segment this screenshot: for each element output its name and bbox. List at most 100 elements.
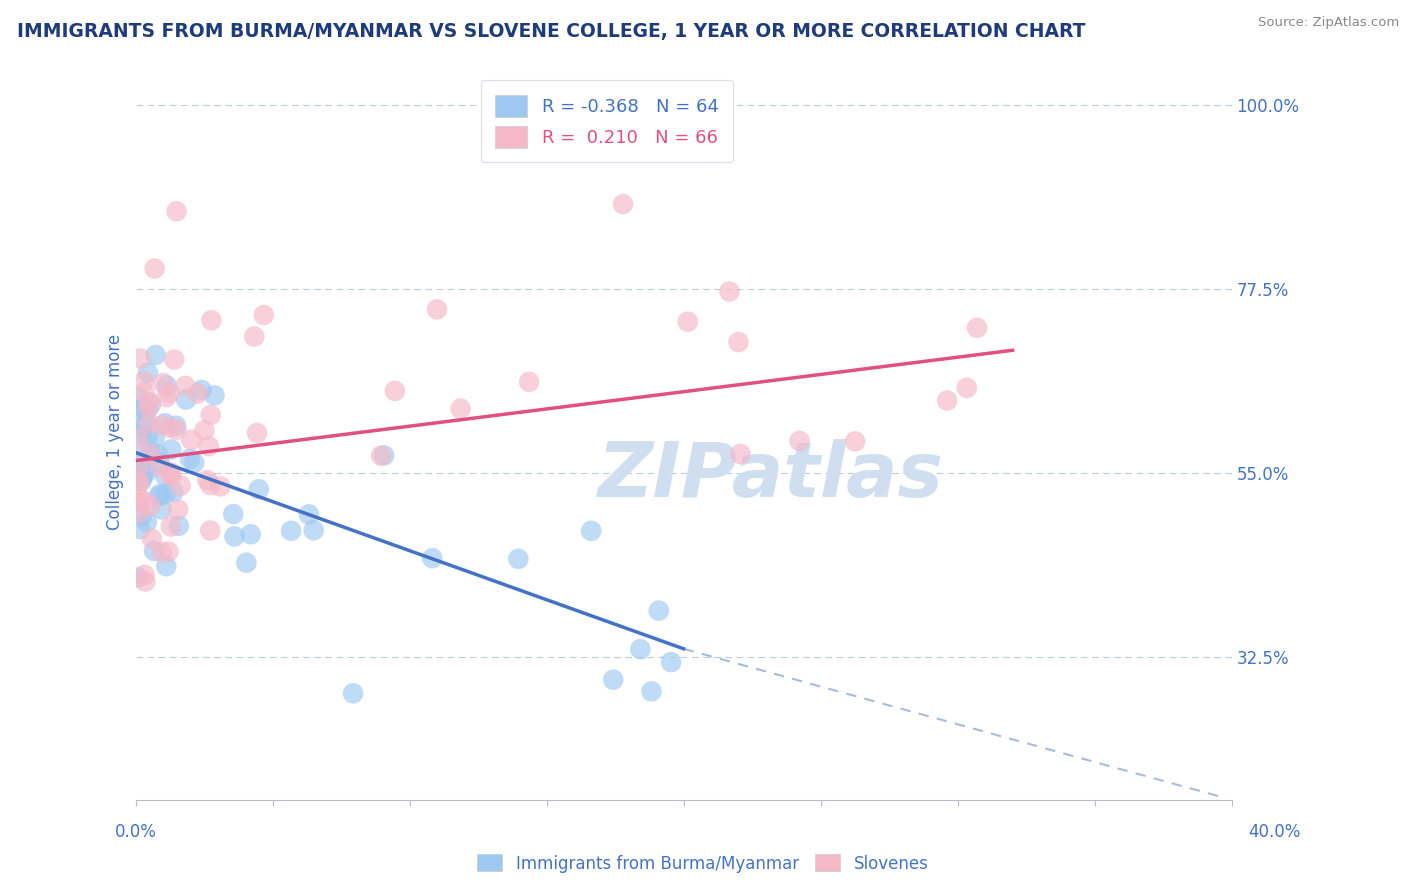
Point bbox=[138, 395, 160, 409]
Point bbox=[235, 556, 257, 570]
Point bbox=[150, 545, 173, 559]
Point bbox=[727, 335, 749, 350]
Point bbox=[138, 401, 160, 415]
Point bbox=[139, 446, 162, 460]
Point bbox=[127, 570, 149, 584]
Point bbox=[136, 402, 159, 417]
Point bbox=[132, 374, 155, 388]
Point bbox=[138, 447, 160, 461]
Point bbox=[148, 489, 170, 503]
Point bbox=[640, 684, 662, 698]
Point bbox=[136, 430, 159, 444]
Point bbox=[149, 487, 172, 501]
Point bbox=[143, 431, 166, 445]
Point bbox=[659, 655, 682, 669]
Point bbox=[139, 499, 162, 513]
Point bbox=[162, 485, 184, 500]
Point bbox=[157, 386, 180, 401]
Point bbox=[129, 401, 152, 416]
Point bbox=[280, 524, 302, 538]
Point bbox=[134, 385, 156, 400]
Point bbox=[152, 376, 174, 390]
Point bbox=[936, 393, 959, 408]
Point bbox=[135, 465, 157, 479]
Point bbox=[209, 479, 232, 493]
Point bbox=[150, 418, 173, 433]
Point bbox=[159, 519, 181, 533]
Point bbox=[128, 466, 150, 480]
Point bbox=[200, 313, 222, 327]
Point bbox=[146, 447, 169, 461]
Point bbox=[298, 508, 321, 522]
Point bbox=[628, 642, 651, 657]
Text: 40.0%: 40.0% bbox=[1249, 822, 1301, 840]
Point bbox=[373, 449, 395, 463]
Point bbox=[730, 447, 752, 461]
Point bbox=[190, 383, 212, 397]
Point bbox=[200, 524, 222, 538]
Point bbox=[159, 421, 181, 435]
Point bbox=[128, 475, 150, 489]
Point bbox=[179, 451, 201, 466]
Point bbox=[155, 469, 177, 483]
Point bbox=[143, 261, 166, 276]
Point bbox=[253, 308, 276, 322]
Point bbox=[135, 516, 157, 530]
Point bbox=[508, 552, 530, 566]
Point bbox=[243, 329, 266, 343]
Point bbox=[174, 379, 197, 393]
Point bbox=[138, 417, 160, 431]
Point bbox=[131, 508, 153, 523]
Point bbox=[169, 478, 191, 492]
Point bbox=[128, 522, 150, 536]
Point bbox=[789, 434, 811, 448]
Point bbox=[129, 426, 152, 441]
Point bbox=[155, 559, 177, 574]
Point bbox=[149, 455, 172, 469]
Point bbox=[134, 567, 156, 582]
Point bbox=[222, 507, 245, 521]
Point bbox=[648, 604, 671, 618]
Point bbox=[579, 524, 602, 538]
Point bbox=[200, 478, 222, 492]
Point bbox=[166, 204, 188, 219]
Point bbox=[136, 366, 159, 380]
Point bbox=[157, 544, 180, 558]
Point bbox=[844, 434, 866, 449]
Point bbox=[204, 388, 226, 402]
Point bbox=[450, 401, 472, 416]
Point bbox=[131, 474, 153, 488]
Point bbox=[145, 348, 167, 362]
Point bbox=[193, 423, 215, 437]
Point bbox=[200, 408, 222, 422]
Point bbox=[128, 476, 150, 491]
Point bbox=[718, 285, 741, 299]
Point bbox=[342, 686, 364, 700]
Point bbox=[224, 529, 246, 543]
Point bbox=[384, 384, 406, 398]
Point bbox=[183, 456, 205, 470]
Point bbox=[131, 470, 153, 484]
Point bbox=[426, 302, 449, 317]
Point bbox=[132, 467, 155, 481]
Point bbox=[246, 425, 269, 440]
Y-axis label: College, 1 year or more: College, 1 year or more bbox=[107, 334, 124, 530]
Point bbox=[143, 544, 166, 558]
Point bbox=[132, 420, 155, 434]
Point bbox=[163, 352, 186, 367]
Point bbox=[155, 486, 177, 500]
Point bbox=[517, 375, 540, 389]
Text: ZIPatlas: ZIPatlas bbox=[599, 439, 945, 513]
Point bbox=[160, 469, 183, 483]
Point bbox=[129, 458, 152, 472]
Text: Source: ZipAtlas.com: Source: ZipAtlas.com bbox=[1258, 16, 1399, 29]
Point bbox=[127, 447, 149, 461]
Text: 0.0%: 0.0% bbox=[115, 822, 157, 840]
Point bbox=[139, 397, 162, 411]
Point bbox=[127, 506, 149, 520]
Point bbox=[131, 401, 153, 415]
Point bbox=[134, 416, 156, 430]
Point bbox=[187, 386, 209, 401]
Point bbox=[159, 467, 181, 481]
Point bbox=[134, 494, 156, 508]
